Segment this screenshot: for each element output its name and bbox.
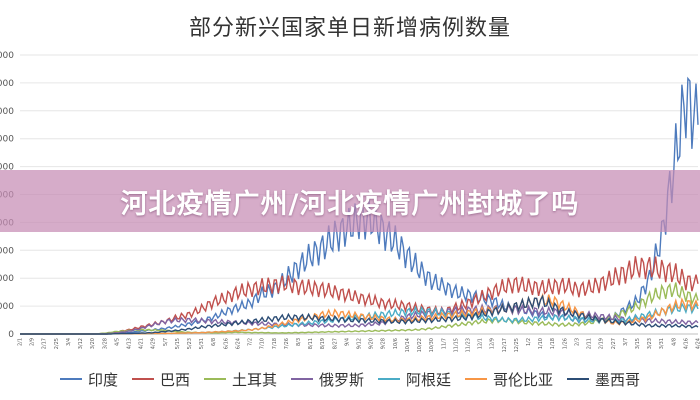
legend-label: 阿根廷: [406, 370, 452, 389]
x-tick-label: 4/5: [114, 338, 120, 346]
y-tick-label: 90000: [0, 79, 14, 89]
x-tick-label: 2/1: [18, 338, 24, 346]
x-tick-label: 2/25: [54, 338, 60, 349]
overlay-banner: 河北疫情广州/河北疫情广州封城了吗: [0, 170, 700, 232]
x-axis-ticks: 2/1 2/9 2/17 2/25 3/4 3/12 3/20 3/28 4/5 4/13 4/21…: [18, 338, 700, 352]
x-tick-label: 4/8: [671, 338, 677, 346]
x-tick-label: 12/17: [502, 338, 508, 352]
legend-swatch: [567, 378, 590, 380]
x-tick-label: 7/10: [260, 338, 266, 349]
x-tick-label: 11/23: [465, 338, 471, 352]
x-tick-label: 5/15: [175, 338, 181, 349]
x-tick-label: 8/3: [296, 338, 302, 346]
x-tick-label: 2/27: [611, 338, 617, 349]
x-tick-label: 2/9: [30, 338, 36, 346]
x-tick-label: 9/28: [381, 338, 387, 349]
legend-swatch: [465, 378, 488, 380]
legend-swatch: [290, 378, 313, 380]
x-tick-label: 12/1: [478, 338, 484, 349]
x-tick-label: 3/23: [647, 338, 653, 349]
x-tick-label: 10/6: [393, 338, 399, 349]
x-tick-label: 8/27: [332, 338, 338, 349]
legend-item: 阿根廷: [378, 369, 451, 390]
x-tick-label: 1/10: [538, 338, 544, 349]
legend-label: 墨西哥: [595, 370, 641, 389]
x-tick-label: 2/19: [599, 338, 605, 349]
x-tick-label: 2/17: [42, 338, 48, 349]
x-tick-label: 11/7: [441, 338, 447, 349]
legend-item: 印度: [59, 369, 118, 390]
series-lines: [20, 76, 699, 335]
x-tick-label: 6/24: [235, 338, 241, 349]
x-tick-label: 3/15: [635, 338, 641, 349]
series-line-墨西哥: [20, 294, 699, 335]
banner-text: 河北疫情广州/河北疫情广州封城了吗: [120, 188, 580, 220]
x-tick-label: 1/2: [526, 338, 532, 346]
legend-item: 俄罗斯: [290, 369, 364, 390]
legend-item: 墨西哥: [567, 369, 640, 390]
x-tick-label: 9/20: [369, 338, 375, 349]
x-tick-label: 3/4: [66, 338, 72, 346]
y-tick-label: 60000: [0, 163, 14, 173]
series-line-巴西: [20, 256, 699, 335]
x-tick-label: 11/15: [453, 338, 459, 352]
x-tick-label: 1/26: [562, 338, 568, 349]
x-tick-label: 5/7: [163, 338, 169, 346]
y-tick-label: 80000: [0, 107, 14, 117]
y-tick-label: 100000: [0, 51, 14, 61]
legend-item: 巴西: [131, 369, 190, 390]
x-tick-label: 4/21: [139, 338, 145, 349]
legend-swatch: [131, 378, 154, 380]
x-tick-label: 10/14: [405, 338, 411, 352]
legend-item: 土耳其: [203, 369, 277, 390]
legend-swatch: [203, 378, 226, 380]
y-tick-label: 30000: [0, 246, 14, 256]
chart-title: 部分新兴国家单日新增病例数量: [188, 16, 511, 41]
legend-label: 印度: [87, 370, 118, 389]
x-tick-label: 2/11: [587, 338, 593, 349]
y-tick-label: 20000: [0, 274, 14, 284]
x-tick-label: 4/29: [151, 338, 157, 349]
y-tick-label: 10000: [0, 302, 14, 312]
x-tick-label: 12/9: [490, 338, 496, 349]
x-tick-label: 6/16: [223, 338, 229, 349]
x-tick-label: 2/3: [574, 338, 580, 346]
x-tick-label: 5/31: [199, 338, 205, 349]
x-tick-label: 3/31: [659, 338, 665, 349]
x-tick-label: 5/23: [187, 338, 193, 349]
legend-swatch: [378, 378, 400, 380]
x-tick-label: 3/12: [78, 338, 84, 349]
x-tick-label: 9/4: [344, 338, 350, 346]
x-tick-label: 7/26: [284, 338, 290, 349]
legend-label: 巴西: [159, 370, 190, 389]
legend-swatch: [59, 378, 82, 380]
x-tick-label: 3/7: [623, 338, 629, 346]
x-tick-label: 3/28: [102, 338, 108, 349]
legend-label: 土耳其: [231, 370, 277, 389]
x-tick-label: 7/18: [272, 338, 278, 349]
x-tick-label: 10/30: [429, 338, 435, 352]
x-tick-label: 4/16: [683, 338, 689, 349]
x-tick-label: 7/2: [248, 338, 254, 346]
x-tick-label: 1/18: [550, 338, 556, 349]
x-tick-label: 4/24: [696, 338, 700, 349]
x-tick-label: 8/19: [320, 338, 326, 349]
legend-label: 俄罗斯: [318, 370, 364, 389]
y-tick-label: 0: [8, 330, 14, 340]
x-tick-label: 4/13: [126, 338, 132, 349]
x-tick-label: 8/11: [308, 338, 314, 349]
y-tick-label: 70000: [0, 135, 14, 145]
x-tick-label: 10/22: [417, 338, 423, 352]
legend-label: 哥伦比亚: [493, 370, 554, 389]
x-tick-label: 12/25: [514, 338, 520, 352]
x-tick-label: 3/20: [90, 338, 96, 349]
x-tick-label: 9/12: [357, 338, 363, 349]
x-tick-label: 6/8: [211, 338, 217, 346]
legend-item: 哥伦比亚: [465, 369, 553, 390]
chart-legend: 印度 巴西 土耳其 俄罗斯 阿根廷 哥伦比亚 墨西哥: [0, 366, 700, 392]
